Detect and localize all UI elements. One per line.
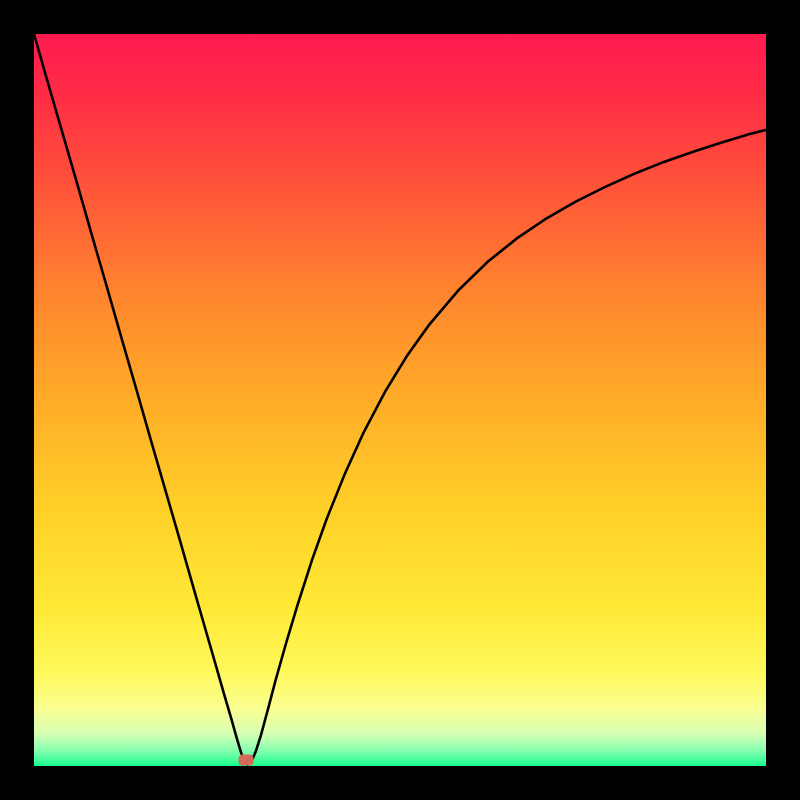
chart-frame: TheBottlenecker.com — [0, 0, 800, 800]
plot-area — [34, 34, 766, 766]
curve-line — [34, 34, 766, 766]
optimum-marker — [239, 755, 254, 766]
bottleneck-curve — [34, 34, 766, 765]
